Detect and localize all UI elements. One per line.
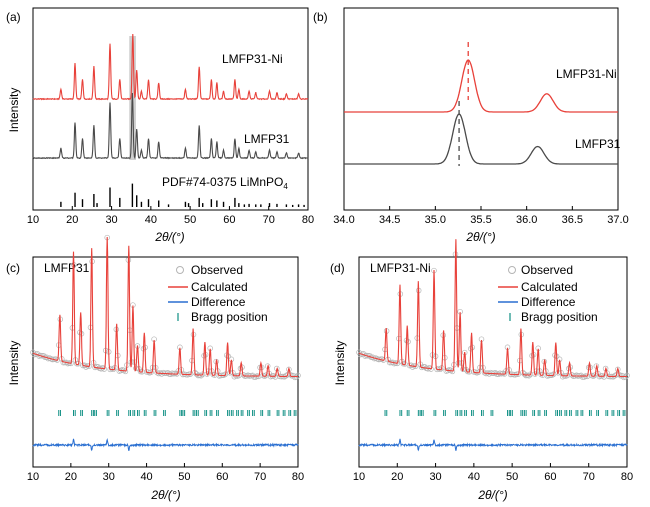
panel-d-x-tick-label: 50: [506, 471, 518, 483]
panel-d-x-tick-label: 80: [621, 471, 633, 483]
panel-c-ylabel: Intensity: [7, 341, 21, 386]
series-line-lmfp31: [32, 92, 309, 160]
panel-d-x-tick-label: 40: [468, 471, 480, 483]
legend-bragg-label: Bragg position: [521, 310, 598, 324]
panel-b-label: (b): [313, 10, 328, 24]
panel-c-x-tick-label: 50: [178, 471, 190, 483]
panel-d-x-tick-label: 10: [353, 471, 365, 483]
panel-b-label-lmfp31-ni: LMFP31-Ni: [556, 67, 617, 81]
panel-d-x-tick-label: 60: [544, 471, 556, 483]
observed-point: [198, 372, 204, 379]
observed-point: [449, 368, 456, 375]
observed-point: [615, 366, 621, 373]
chart-marks: 10 20 30 40 50 60 70 80 34.0 34.5 35.0 35.5 36.0 36.5…: [27, 33, 633, 483]
observed-point: [532, 371, 538, 377]
panel-d-frame: [358, 256, 628, 468]
panel-c-x-tick-label: 10: [27, 471, 39, 483]
panel-b-x-tick-label: 35.0: [425, 214, 446, 226]
observed-point: [526, 372, 532, 379]
series-line-lmfp31-ni: [32, 33, 309, 101]
panel-a-x-tick-label: 20: [66, 214, 78, 226]
panel-d-ylabel: Intensity: [333, 341, 347, 386]
observed-point: [122, 368, 129, 375]
calculated-line: [358, 239, 627, 378]
panel-b-frame: [343, 7, 619, 211]
observed-point: [261, 373, 268, 379]
observed-point: [83, 364, 89, 370]
panel-c-x-tick-label: 20: [65, 471, 77, 483]
panel-a-frame: [32, 7, 309, 211]
panel-b-x-tick-label: 36.5: [562, 214, 583, 226]
legend-observed-marker: [176, 266, 184, 274]
panel-a-label-reference: PDF#74-0375 LiMnPO4: [162, 175, 288, 191]
panel-a-ylabel: Intensity: [7, 88, 21, 133]
legend-observed-label: Observed: [521, 263, 573, 277]
observed-point: [252, 374, 259, 380]
panel-a-label-lmfp31-ni: LMFP31-Ni: [222, 52, 283, 66]
panel-a-xlabel: 2θ/(°): [154, 230, 184, 244]
legend-bragg-label: Bragg position: [191, 310, 268, 324]
legend-calculated-label: Calculated: [521, 280, 578, 294]
panel-d-label: (d): [330, 261, 345, 275]
difference-line: [32, 438, 299, 452]
observed-point: [101, 366, 107, 372]
observed-point: [204, 371, 210, 377]
observed-point: [271, 372, 277, 379]
panel-c-x-tick-label: 70: [254, 471, 266, 483]
observed-point: [74, 360, 80, 367]
panel-a-label: (a): [6, 10, 21, 24]
observed-point: [295, 372, 301, 379]
panel-c-xlabel: 2θ/(°): [150, 488, 180, 502]
panel-a-x-tick-label: 30: [105, 214, 117, 226]
panel-a-x-tick-label: 10: [27, 214, 39, 226]
panel-b-x-tick-label: 37.0: [607, 214, 628, 226]
panel-b-x-tick-label: 36.0: [516, 214, 537, 226]
observed-point: [193, 371, 200, 377]
panel-d-legend: Observed Calculated Difference Bragg pos…: [498, 263, 598, 324]
panel-c-frame: [32, 256, 299, 468]
series-line-lmfp31: [344, 113, 618, 165]
panel-a-x-tick-label: 80: [302, 214, 314, 226]
panel-c-title: LMFP31: [44, 261, 90, 275]
panel-c-legend: Observed Calculated Difference Bragg pos…: [168, 263, 268, 324]
panel-a-x-tick-label: 60: [223, 214, 235, 226]
observed-point: [409, 364, 416, 370]
difference-line: [358, 438, 628, 452]
panel-d-title: LMFP31-Ni: [370, 261, 431, 275]
panel-d-x-tick-label: 30: [429, 471, 441, 483]
panel-b-x-tick-label: 35.5: [470, 214, 491, 226]
panel-b-x-tick-label: 34.0: [333, 214, 354, 226]
panel-b-xlabel: 2θ/(°): [465, 230, 495, 244]
legend-observed-marker: [508, 266, 516, 274]
observed-point: [428, 366, 434, 372]
panel-b-label-lmfp31: LMFP31: [575, 137, 621, 151]
panel-d-x-tick-label: 20: [391, 471, 403, 483]
legend-observed-label: Observed: [191, 263, 243, 277]
panel-c-x-tick-label: 30: [103, 471, 115, 483]
observed-point: [624, 372, 630, 379]
legend-difference-label: Difference: [191, 295, 246, 309]
panel-a-x-tick-label: 40: [145, 214, 157, 226]
panel-c-x-tick-label: 80: [292, 471, 304, 483]
observed-point: [590, 373, 597, 379]
panel-c-x-tick-label: 60: [216, 471, 228, 483]
panel-d-xlabel: 2θ/(°): [477, 488, 507, 502]
panel-d-x-tick-label: 70: [583, 471, 595, 483]
observed-point: [286, 366, 292, 373]
observed-point: [599, 372, 606, 379]
panel-c-label: (c): [6, 261, 20, 275]
legend-calculated-label: Calculated: [191, 280, 248, 294]
observed-point: [581, 374, 587, 380]
series-line-lmfp31-ni: [344, 59, 618, 113]
panel-a-x-tick-label: 70: [263, 214, 275, 226]
calculated-line: [32, 236, 298, 378]
panel-a-label-lmfp31: LMFP31: [244, 132, 290, 146]
panel-b-x-tick-label: 34.5: [379, 214, 400, 226]
panel-a-x-tick-label: 50: [184, 214, 196, 226]
legend-difference-label: Difference: [521, 295, 576, 309]
observed-point: [521, 371, 528, 377]
panel-c-x-tick-label: 40: [140, 471, 152, 483]
